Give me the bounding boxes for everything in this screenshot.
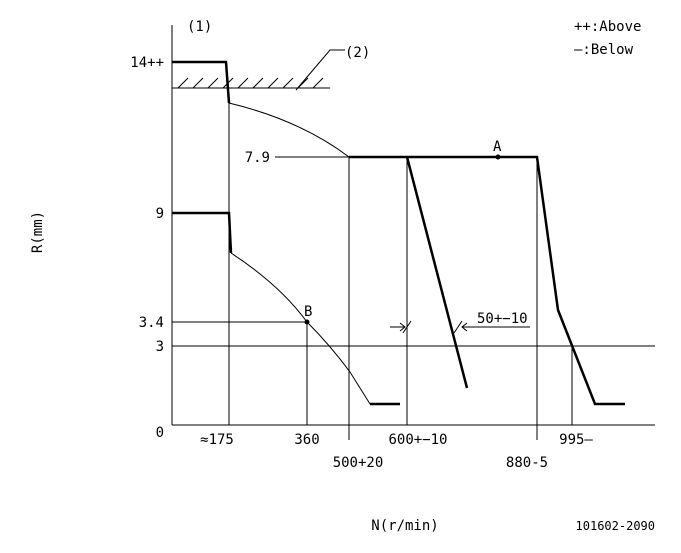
legend: ++:Above <box>574 19 641 35</box>
point-a <box>495 154 501 160</box>
y-tick-label: 14++ <box>130 55 164 71</box>
axes <box>171 25 655 426</box>
doc-id: 101602-2090 <box>576 519 655 533</box>
y-tick-label: 7.9 <box>245 150 270 166</box>
y-tick-label: 3 <box>156 339 164 355</box>
marker: (1) <box>187 19 212 35</box>
width-arrows <box>390 320 530 334</box>
y-tick-label: 0 <box>156 425 164 441</box>
guide-lines <box>172 103 655 440</box>
marker: (2) <box>345 45 370 61</box>
x-tick-label: 600+−10 <box>388 432 447 448</box>
x-tick-label: 880-5 <box>506 455 548 471</box>
stopper <box>172 49 345 91</box>
y-tick-label: 3.4 <box>139 315 164 331</box>
y-axis-title: R(mm) <box>30 211 46 253</box>
legend: —:Below <box>574 42 634 58</box>
x-tick-label: 500+20 <box>333 455 384 471</box>
x-tick-label: 360 <box>294 432 319 448</box>
x-tick-label: 995— <box>559 432 593 448</box>
point-b <box>304 319 310 325</box>
point-label: A <box>493 139 502 155</box>
y-tick-label: 9 <box>156 206 164 222</box>
point-label: B <box>304 304 312 320</box>
x-axis-title: N(r/min) <box>371 518 438 534</box>
x-tick-label: ≈175 <box>200 432 234 448</box>
width-note: 50+−10 <box>477 311 528 327</box>
curves <box>172 60 625 406</box>
